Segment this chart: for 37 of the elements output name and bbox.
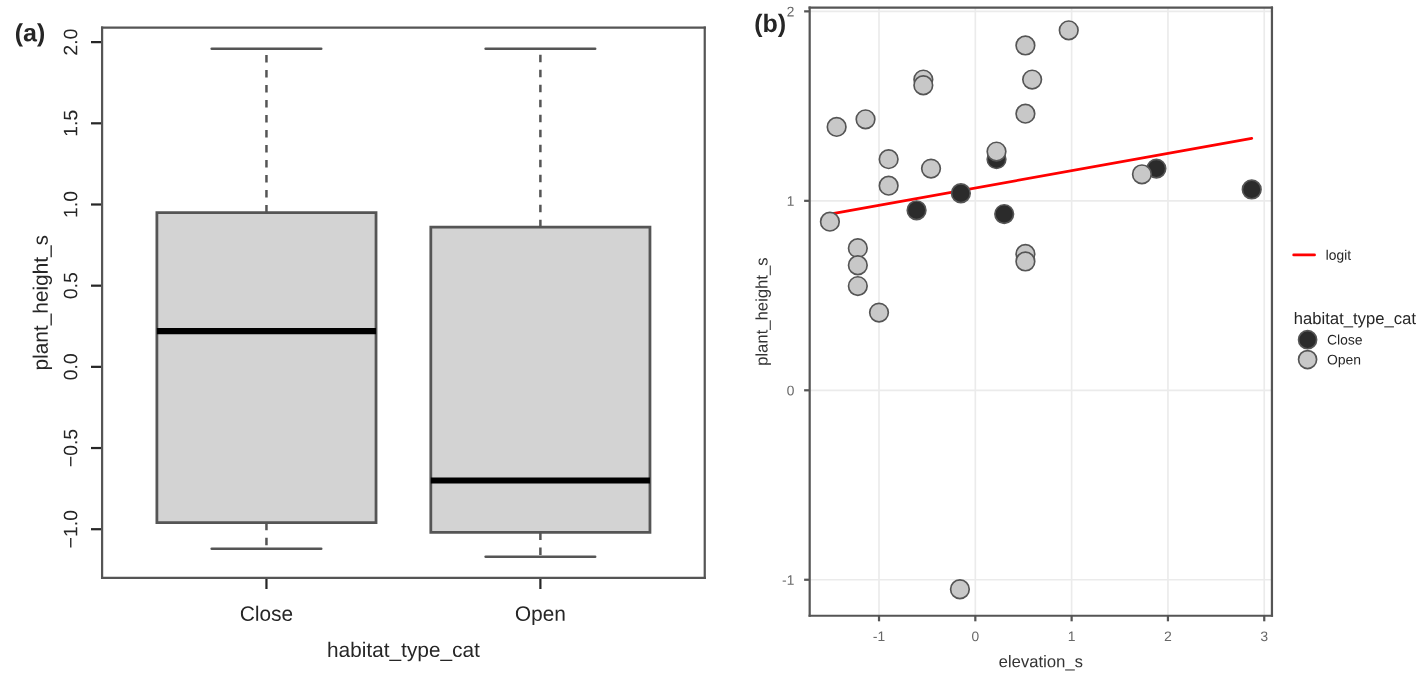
point bbox=[1131, 164, 1153, 185]
x-axis-title: elevation_s bbox=[999, 655, 1083, 671]
point bbox=[1015, 103, 1036, 124]
y-tick-label: 2.0 bbox=[63, 29, 78, 55]
point bbox=[847, 238, 868, 259]
y-axis-title: plant_height_s bbox=[755, 258, 771, 365]
y-tick-label: −1.0 bbox=[63, 510, 78, 548]
point bbox=[855, 109, 876, 130]
chart-title: (b) bbox=[755, 13, 785, 38]
point bbox=[920, 158, 942, 179]
x-axis-title: habitat_type_cat bbox=[328, 641, 480, 662]
point bbox=[847, 275, 868, 297]
point bbox=[1241, 179, 1262, 200]
point bbox=[913, 75, 934, 96]
point bbox=[986, 141, 1007, 162]
y-axis-title: plant_height_s bbox=[32, 235, 53, 370]
point bbox=[826, 116, 847, 138]
point bbox=[1015, 35, 1036, 56]
chart-title: (a) bbox=[15, 23, 45, 47]
point bbox=[878, 148, 899, 170]
point bbox=[994, 203, 1015, 225]
point bbox=[819, 211, 841, 232]
point bbox=[906, 200, 927, 221]
point bbox=[1015, 251, 1036, 272]
point bbox=[868, 302, 890, 323]
point bbox=[847, 255, 868, 276]
y-tick-label: 1.5 bbox=[63, 110, 78, 136]
y-tick-label: 0.5 bbox=[63, 272, 78, 299]
point bbox=[878, 175, 899, 196]
y-tick-label: −0.5 bbox=[63, 429, 78, 467]
y-tick-label: 1.0 bbox=[63, 191, 78, 217]
point bbox=[1021, 69, 1043, 90]
point bbox=[1058, 20, 1079, 41]
point bbox=[949, 579, 971, 600]
y-tick-label: 0.0 bbox=[63, 354, 78, 380]
point bbox=[950, 183, 972, 204]
legend-title: habitat_type_cat bbox=[1294, 312, 1416, 328]
